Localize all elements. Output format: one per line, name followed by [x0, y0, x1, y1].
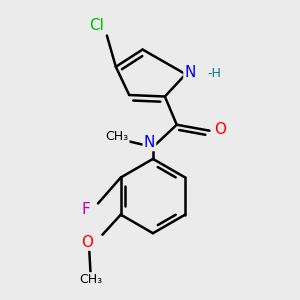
Text: O: O [214, 122, 226, 137]
Text: N: N [144, 135, 155, 150]
Text: Cl: Cl [89, 18, 104, 33]
Text: CH₃: CH₃ [106, 130, 129, 143]
Text: N: N [184, 65, 196, 80]
Text: CH₃: CH₃ [79, 273, 102, 286]
Text: O: O [82, 235, 94, 250]
Text: -H: -H [207, 67, 221, 80]
Text: F: F [82, 202, 91, 217]
